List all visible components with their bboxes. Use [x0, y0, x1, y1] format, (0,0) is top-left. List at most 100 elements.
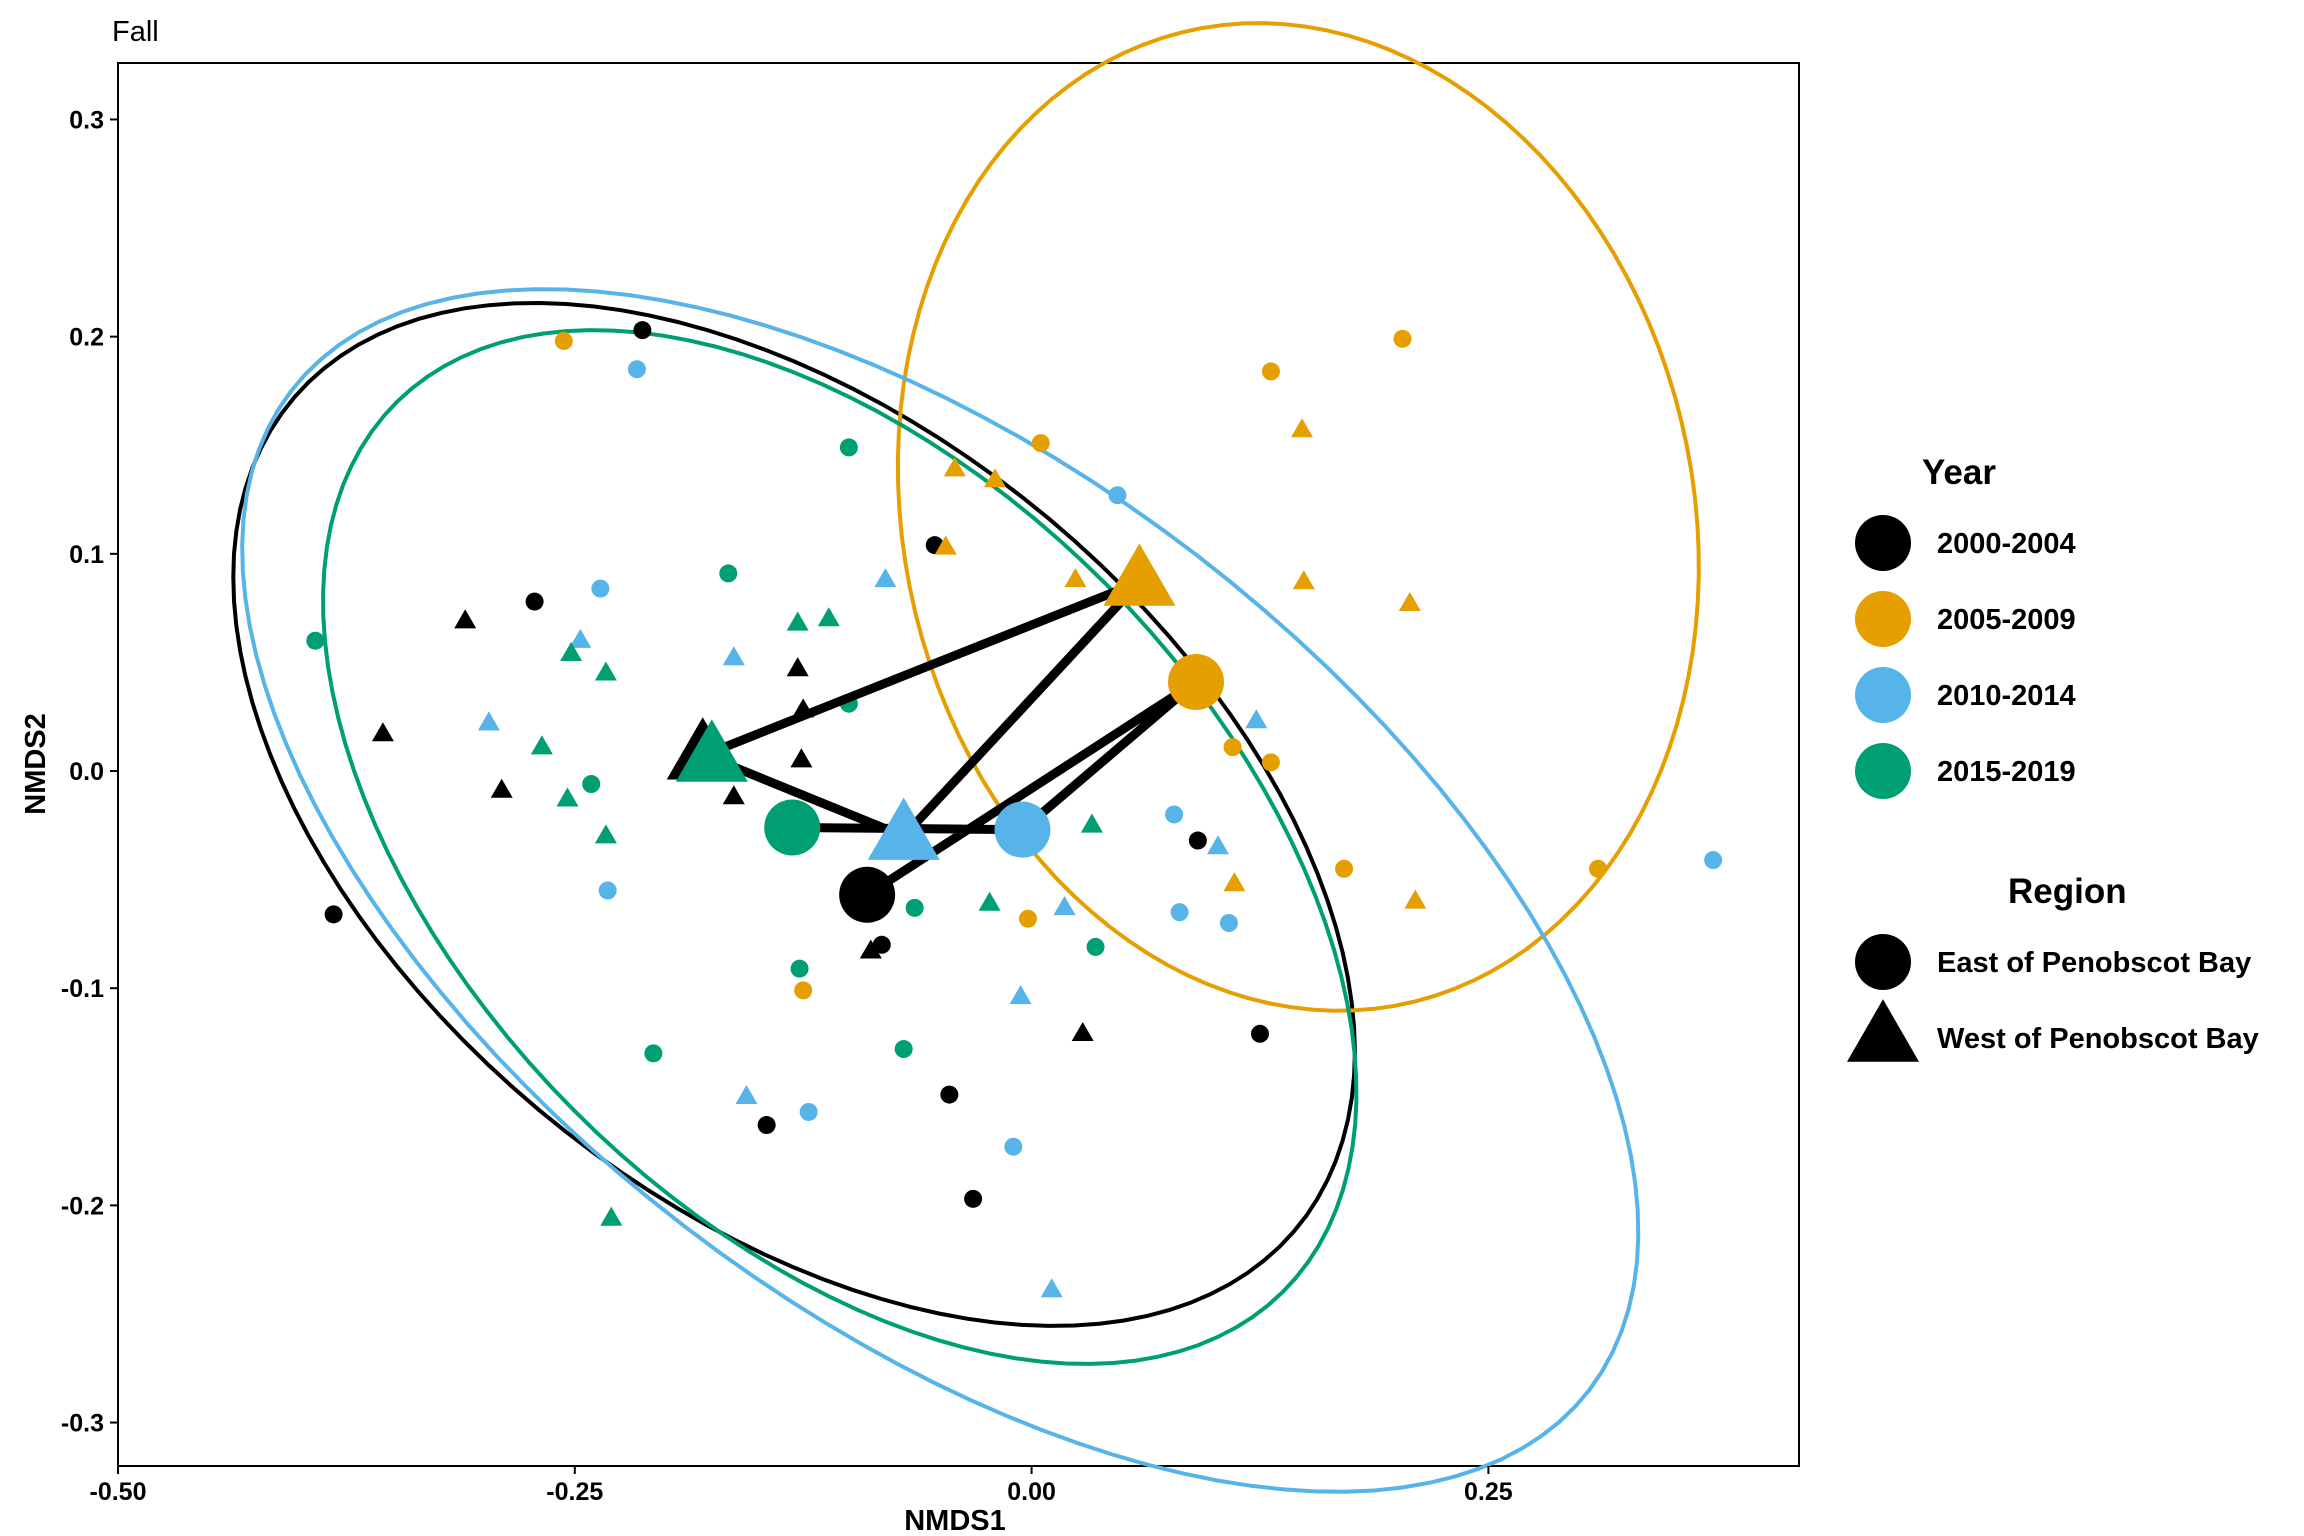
legend-label-2005-2009: 2005-2009: [1937, 604, 2076, 636]
point-2000-2004-east: [872, 935, 891, 954]
point-2005-2009-west: [1291, 418, 1313, 438]
ellipse-2005-2009: [895, 21, 1701, 1013]
point-2010-2014-east: [1165, 805, 1184, 824]
point-2015-2019-west: [817, 607, 840, 627]
point-2005-2009-east: [1393, 329, 1412, 348]
legend-label-2010-2014: 2010-2014: [1937, 680, 2076, 712]
point-2015-2019-west: [594, 824, 617, 844]
point-2000-2004-west: [490, 778, 513, 798]
point-2005-2009-east: [1223, 738, 1242, 757]
point-2010-2014-east: [1704, 851, 1723, 870]
point-2000-2004-east: [324, 905, 343, 924]
centroid-2005-2009-east: [1168, 653, 1225, 710]
point-2005-2009-west: [1064, 568, 1087, 588]
point-2015-2019-east: [306, 631, 325, 650]
point-2015-2019-east: [582, 775, 601, 794]
y-tick-label: -0.3: [61, 1410, 104, 1438]
point-2010-2014-east: [627, 360, 646, 379]
point-2005-2009-east: [794, 981, 813, 1000]
point-2005-2009-east: [1261, 362, 1280, 381]
y-axis-title: NMDS2: [20, 713, 52, 815]
point-2000-2004-east: [757, 1116, 776, 1135]
point-2010-2014-east: [799, 1102, 818, 1121]
legend-key-2000-2004: [1855, 515, 1911, 571]
ellipse-2010-2014: [240, 287, 1641, 1494]
point-2005-2009-west: [984, 468, 1006, 488]
point-2015-2019-west: [594, 661, 617, 681]
point-2010-2014-west: [735, 1085, 758, 1104]
point-2010-2014-west: [874, 568, 897, 588]
point-2015-2019-west: [786, 611, 809, 631]
point-2000-2004-east: [1188, 831, 1207, 850]
point-2015-2019-west: [560, 641, 583, 661]
trajectory-line-east-of-penobscot-bay: [792, 678, 1199, 899]
data-points: [306, 321, 1723, 1298]
point-2005-2009-east: [1261, 753, 1280, 772]
legend: Year 2000-2004 2005-2009 2010-2014 2015-2019…: [1847, 453, 2259, 1062]
trajectory-line-west-of-penobscot-bay: [701, 577, 1143, 842]
point-2015-2019-east: [790, 959, 809, 978]
x-tick-label: 0.25: [1464, 1478, 1513, 1506]
point-2000-2004-east: [633, 321, 652, 340]
point-2005-2009-west: [1292, 570, 1315, 590]
point-2000-2004-east: [1250, 1024, 1269, 1043]
point-2005-2009-west: [943, 457, 966, 477]
y-tick-label: -0.2: [61, 1192, 104, 1220]
legend-year-title: Year: [1922, 453, 1996, 492]
point-2010-2014-west: [569, 628, 592, 648]
point-2000-2004-west: [1071, 1022, 1094, 1041]
centroid-2015-2019-west: [675, 719, 748, 782]
point-2010-2014-west: [1245, 709, 1268, 729]
point-2000-2004-west: [454, 609, 477, 629]
point-2015-2019-east: [719, 564, 738, 583]
point-2005-2009-west: [1404, 889, 1427, 909]
point-2005-2009-east: [1018, 909, 1037, 928]
centroid-2005-2009-west: [1103, 543, 1176, 606]
legend-key-west-of-penobscot-bay: [1847, 999, 1919, 1062]
point-2000-2004-west: [722, 785, 745, 805]
legend-key-2015-2019: [1855, 743, 1911, 799]
point-2015-2019-east: [644, 1044, 663, 1063]
point-2000-2004-east: [964, 1189, 983, 1208]
y-tick-label: 0.3: [69, 106, 104, 134]
point-2000-2004-east: [940, 1085, 959, 1104]
y-tick-label: -0.1: [61, 975, 104, 1003]
point-2005-2009-east: [1589, 859, 1608, 878]
x-axis-title: NMDS1: [904, 1505, 1006, 1536]
legend-key-east-of-penobscot-bay: [1855, 934, 1911, 990]
legend-key-2005-2009: [1855, 591, 1911, 647]
point-2005-2009-west: [1223, 872, 1246, 892]
point-2005-2009-east: [554, 331, 573, 350]
point-2010-2014-east: [1219, 914, 1238, 933]
centroid-markers: [666, 543, 1225, 923]
point-2010-2014-east: [1004, 1137, 1023, 1156]
x-tick-label: 0.00: [1007, 1478, 1056, 1506]
centroid-2010-2014-east: [994, 801, 1051, 858]
legend-label-2015-2019: 2015-2019: [1937, 756, 2076, 788]
point-2010-2014-west: [1040, 1278, 1063, 1298]
centroid-2010-2014-west: [867, 797, 940, 860]
axes: -0.50 -0.25 0.00 0.25 -0.3 -0.2 -0.1 0.0 0.1 0.2 0…: [61, 106, 1513, 1506]
legend-label-east-of-penobscot-bay: East of Penobscot Bay: [1937, 947, 2251, 979]
point-2015-2019-west: [1080, 813, 1103, 833]
legend-region-title: Region: [2008, 872, 2127, 911]
y-tick-label: 0.0: [69, 758, 104, 786]
point-2010-2014-east: [1108, 486, 1127, 505]
point-2015-2019-west: [530, 735, 553, 755]
point-2005-2009-east: [1335, 859, 1354, 878]
ellipse-2015-2019: [321, 328, 1359, 1366]
point-2015-2019-east: [1086, 937, 1105, 956]
y-tick-label: 0.1: [69, 541, 104, 569]
confidence-ellipses: [231, 21, 1701, 1494]
chart-title: Fall: [112, 16, 159, 48]
point-2005-2009-east: [1031, 434, 1050, 453]
point-2010-2014-east: [591, 579, 610, 598]
point-2015-2019-east: [839, 438, 858, 457]
point-2000-2004-west: [371, 722, 394, 742]
centroid-2015-2019-east: [764, 799, 821, 856]
point-2010-2014-west: [1053, 896, 1076, 916]
centroid-2000-2004-east: [839, 866, 896, 923]
point-2015-2019-east: [894, 1040, 913, 1059]
point-2005-2009-west: [934, 535, 957, 555]
